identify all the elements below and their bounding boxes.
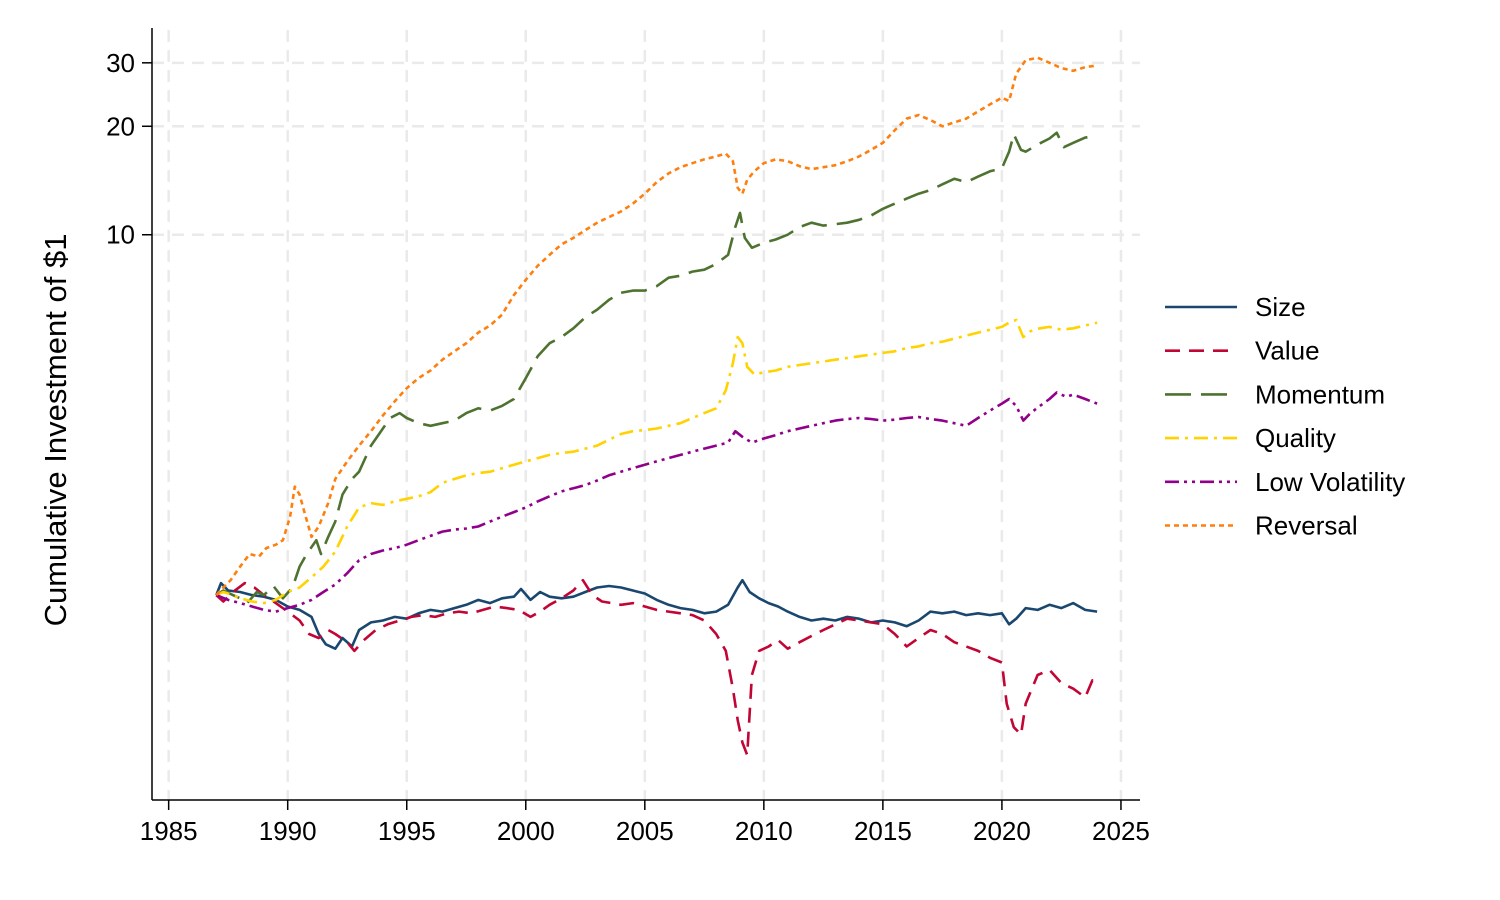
legend-label-quality: Quality xyxy=(1255,423,1336,453)
x-tick-label: 2025 xyxy=(1092,816,1150,846)
series-line-size xyxy=(215,578,1098,650)
series-line-quality xyxy=(215,318,1098,605)
legend-label-low-volatility: Low Volatility xyxy=(1255,467,1405,497)
legend-label-size: Size xyxy=(1255,292,1306,322)
series-lines xyxy=(215,56,1099,757)
y-tick-label: 30 xyxy=(106,48,135,78)
legend: Size Value Momentum Quality Low Volatility Re… xyxy=(1165,292,1405,541)
legend-label-momentum: Momentum xyxy=(1255,379,1385,409)
x-tick-label: 2010 xyxy=(735,816,793,846)
legend-label-reversal: Reversal xyxy=(1255,511,1358,541)
y-tick-label: 10 xyxy=(106,220,135,250)
x-tick-label: 1990 xyxy=(259,816,317,846)
x-tick-label: 2015 xyxy=(854,816,912,846)
y-axis-title: Cumulative Investment of $1 xyxy=(38,234,73,627)
x-tick-label: 2005 xyxy=(616,816,674,846)
x-tick-label: 1985 xyxy=(140,816,198,846)
x-tick-label: 2000 xyxy=(497,816,555,846)
x-tick-label: 2020 xyxy=(973,816,1031,846)
series-line-reversal xyxy=(215,56,1098,596)
legend-label-value: Value xyxy=(1255,336,1320,366)
axes: 1985 1990 1995 2000 2005 2010 2015 2020 2025 10 20… xyxy=(106,28,1150,846)
x-tick-label: 1995 xyxy=(378,816,436,846)
series-line-low-volatility xyxy=(215,391,1098,613)
y-tick-label: 20 xyxy=(106,111,135,141)
series-line-value xyxy=(215,578,1099,757)
grid-lines xyxy=(152,30,1140,800)
series-line-momentum xyxy=(215,131,1098,605)
